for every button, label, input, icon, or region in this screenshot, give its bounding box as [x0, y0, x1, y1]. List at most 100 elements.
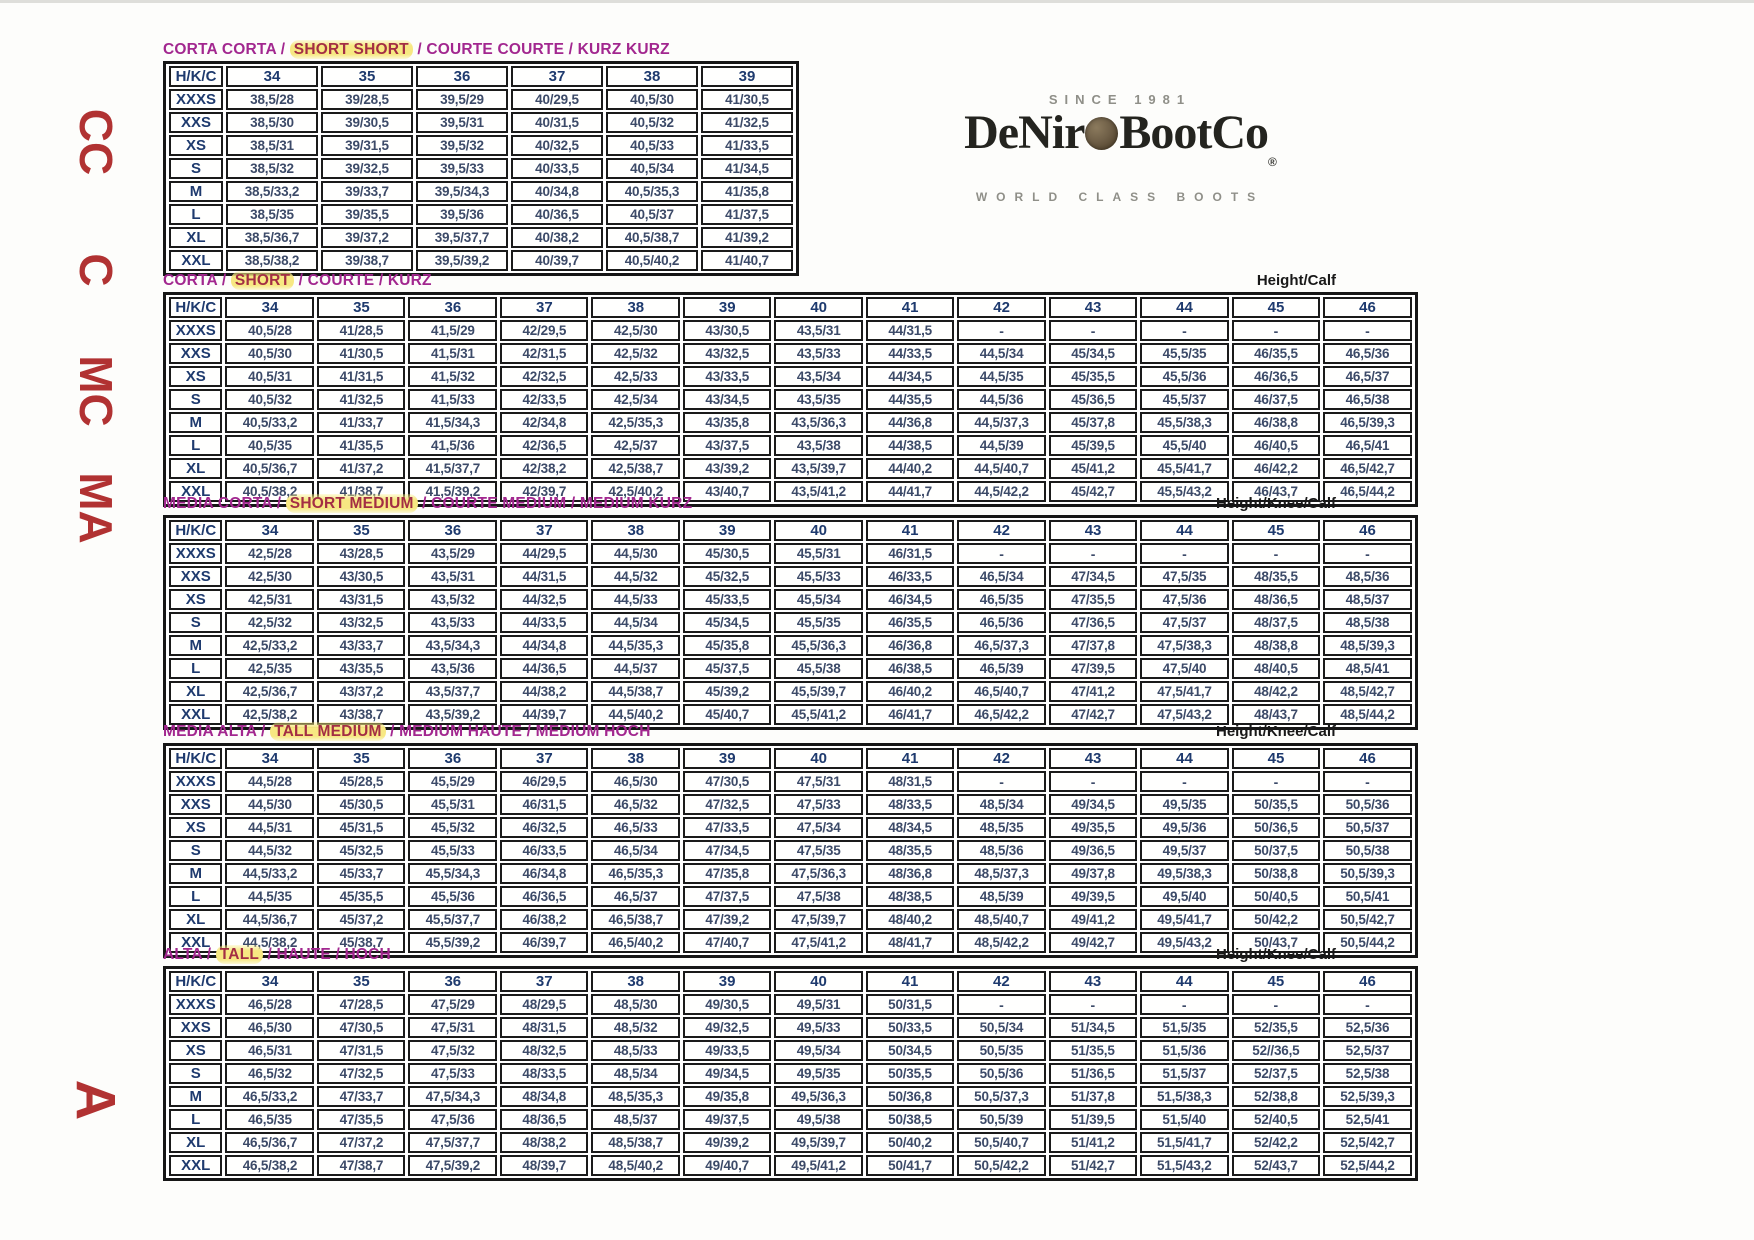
size-cell: 46/43,7 [1232, 481, 1320, 502]
size-cell: 38,5/30 [226, 112, 318, 133]
size-cell: 40/29,5 [511, 89, 603, 110]
size-cell: 47,5/36 [408, 1109, 498, 1130]
size-cell: 50/33,5 [866, 1017, 954, 1038]
empty-size-cell: - [956, 994, 1046, 1015]
size-column-header: 34 [225, 748, 315, 769]
size-cell: 39,5/33 [416, 158, 508, 179]
size-cell: 46,5/33 [591, 817, 681, 838]
size-cell: 50/42,2 [1232, 909, 1320, 930]
size-cell: 45,5/29 [408, 771, 498, 792]
size-cell: 46,5/41 [1322, 435, 1412, 456]
size-cell: 45/39,5 [1049, 435, 1137, 456]
size-cell: 50/36,5 [1232, 817, 1320, 838]
size-cell: 44/36,5 [500, 658, 589, 679]
size-cell: 48,5/34 [957, 794, 1047, 815]
size-cell: 48,5/42,7 [1322, 681, 1412, 702]
size-table: H/K/C 34 35 36 37 38 39 40 41 42 43 44 45 46 XXXS 44,5/… [163, 743, 1418, 958]
size-cell: 46,5/39,3 [1322, 412, 1412, 433]
size-column-header: 36 [408, 748, 498, 769]
size-cell: 40,5/33 [606, 135, 698, 156]
size-row-label: XXL [169, 481, 223, 502]
size-cell: 49/42,7 [1049, 932, 1137, 953]
size-cell: 49/35,8 [683, 1086, 772, 1107]
size-cell: 46/39,7 [500, 932, 589, 953]
size-cell: 43/32,5 [683, 343, 772, 364]
size-cell: 47,5/41,7 [1140, 681, 1229, 702]
size-cell: 44,5/34 [957, 343, 1047, 364]
size-cell: 46,5/34 [591, 840, 681, 861]
size-cell: 52,5/38 [1322, 1063, 1412, 1084]
size-row-label: XL [169, 909, 223, 930]
size-cell: 40,5/36,7 [225, 458, 315, 479]
size-cell: 38,5/33,2 [226, 181, 318, 202]
size-cell: 39/32,5 [321, 158, 413, 179]
empty-size-cell: - [957, 771, 1047, 792]
size-column-header: 42 [956, 971, 1046, 992]
size-cell: 47/36,5 [1049, 612, 1137, 633]
size-cell: 40,5/33,2 [225, 412, 315, 433]
size-cell: 51/34,5 [1048, 1017, 1137, 1038]
size-cell: 43,5/37,7 [408, 681, 498, 702]
size-cell: 44,5/30 [591, 543, 681, 564]
table-row: XS 38,5/31 39/31,5 39,5/32 40/32,5 40,5/33 41/… [169, 135, 793, 156]
size-row-label: XS [169, 366, 223, 387]
size-column-header: 34 [225, 971, 315, 992]
size-cell: 46/42,2 [1232, 458, 1320, 479]
size-cell: 48,5/44,2 [1322, 704, 1412, 725]
size-column-header: 35 [321, 66, 413, 87]
size-cell: 48/43,7 [1232, 704, 1320, 725]
measure-legend-label: Height/Knee/Calf [1215, 495, 1336, 512]
scan-edge [0, 0, 1754, 3]
coin-icon [1085, 117, 1119, 150]
size-cell: 45/33,5 [683, 589, 772, 610]
size-table-section-corta-corta: CORTA CORTA / SHORT SHORT / COURTE COURT… [163, 40, 1418, 276]
size-cell: 50/41,7 [866, 1155, 954, 1176]
size-cell: 41,5/33 [408, 389, 498, 410]
size-cell: 49/36,5 [1049, 840, 1137, 861]
size-cell: 48/38,2 [500, 1132, 589, 1153]
size-cell: 43/37,2 [317, 681, 406, 702]
size-cell: 52/40,5 [1231, 1109, 1320, 1130]
size-cell: 40,5/37 [606, 204, 698, 225]
size-row-label: XXXS [169, 771, 223, 792]
size-cell: 44,5/34 [591, 612, 681, 633]
size-cell: 48/35,5 [866, 840, 955, 861]
size-cell: 46,5/40,7 [957, 681, 1047, 702]
size-cell: 42/36,5 [500, 435, 589, 456]
size-cell: 46/31,5 [866, 543, 955, 564]
size-row-label: M [169, 412, 223, 433]
size-cell: 46/41,7 [866, 704, 955, 725]
table-title-part: / COURTE MEDIUM / MEDIUM KURZ [417, 495, 693, 512]
size-cell: 42/33,5 [500, 389, 589, 410]
size-column-header: 38 [591, 520, 681, 541]
size-cell: 50,5/36 [956, 1063, 1046, 1084]
size-column-header: 39 [701, 66, 793, 87]
size-cell: 48,5/35,3 [591, 1086, 681, 1107]
size-cell: 39,5/39,2 [416, 250, 508, 271]
size-cell: 44/29,5 [500, 543, 589, 564]
size-row-label: S [169, 389, 223, 410]
size-row-label: L [169, 658, 223, 679]
size-column-header: 43 [1049, 748, 1137, 769]
size-cell: 44/39,7 [500, 704, 589, 725]
size-cell: 48/32,5 [500, 1040, 589, 1061]
empty-size-cell: - [1322, 994, 1412, 1015]
size-cell: 48/39,7 [500, 1155, 589, 1176]
size-cell: 45/38,7 [317, 932, 406, 953]
size-cell: 48/41,7 [866, 932, 955, 953]
size-cell: 44/36,8 [866, 412, 955, 433]
table-title: MEDIA CORTA / SHORT MEDIUM / COURTE MEDI… [163, 494, 1418, 513]
size-cell: 49,5/36 [1140, 817, 1229, 838]
size-row-label: XXXS [169, 994, 223, 1015]
size-cell: 47,5/31 [774, 771, 864, 792]
size-cell: 43/35,5 [317, 658, 406, 679]
empty-size-cell: - [1140, 320, 1229, 341]
size-cell: 49/39,5 [1049, 886, 1137, 907]
size-column-header: 35 [317, 520, 406, 541]
size-cell: 46/34,5 [866, 589, 955, 610]
size-cell: 46,5/32 [225, 1063, 315, 1084]
size-cell: 38,5/31 [226, 135, 318, 156]
size-cell: 45/36,5 [1049, 389, 1137, 410]
size-cell: 41/32,5 [701, 112, 793, 133]
